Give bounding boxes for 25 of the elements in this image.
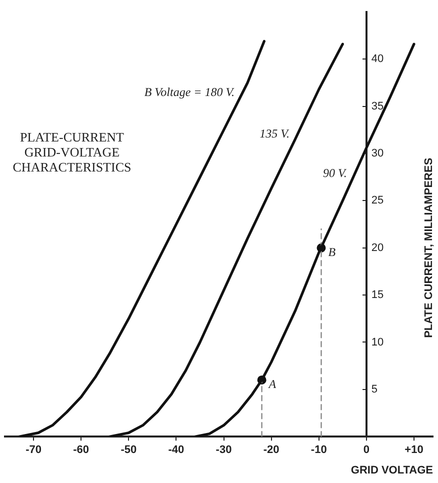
x-tick-label: -10 [310,444,327,456]
x-tick-label: -20 [263,444,280,456]
y-tick-label: 25 [371,194,384,207]
series-label: B Voltage = 180 V. [144,84,235,99]
x-tick-label: +10 [404,444,424,456]
y-tick-label: 15 [371,289,384,302]
series-label: 90 V. [323,166,348,180]
y-tick-label: 35 [371,100,384,112]
x-tick-label: -70 [26,444,42,456]
series-label: 135 V. [260,126,290,141]
y-tick-label: 40 [371,53,384,66]
x-tick-label: -30 [216,444,232,456]
y-tick-label: 20 [371,242,384,254]
x-tick-label: -50 [120,444,137,456]
x-tick-label: -60 [73,444,90,456]
annotation: A [268,377,277,392]
annotation: B [328,245,336,260]
x-axis-title: GRID VOLTAGE [350,464,433,476]
y-axis-title: PLATE CURRENT, MILLIAMPERES [423,158,436,338]
y-tick-label: 5 [371,383,378,396]
y-tick-label: 10 [371,336,384,348]
x-tick-label: 0 [363,444,370,456]
text: PLATE-CURRENT GRID-VOLTAGE CHARACTERISTICS [12,129,132,174]
y-tick-label: 30 [371,148,384,160]
x-tick-label: -40 [168,444,184,456]
